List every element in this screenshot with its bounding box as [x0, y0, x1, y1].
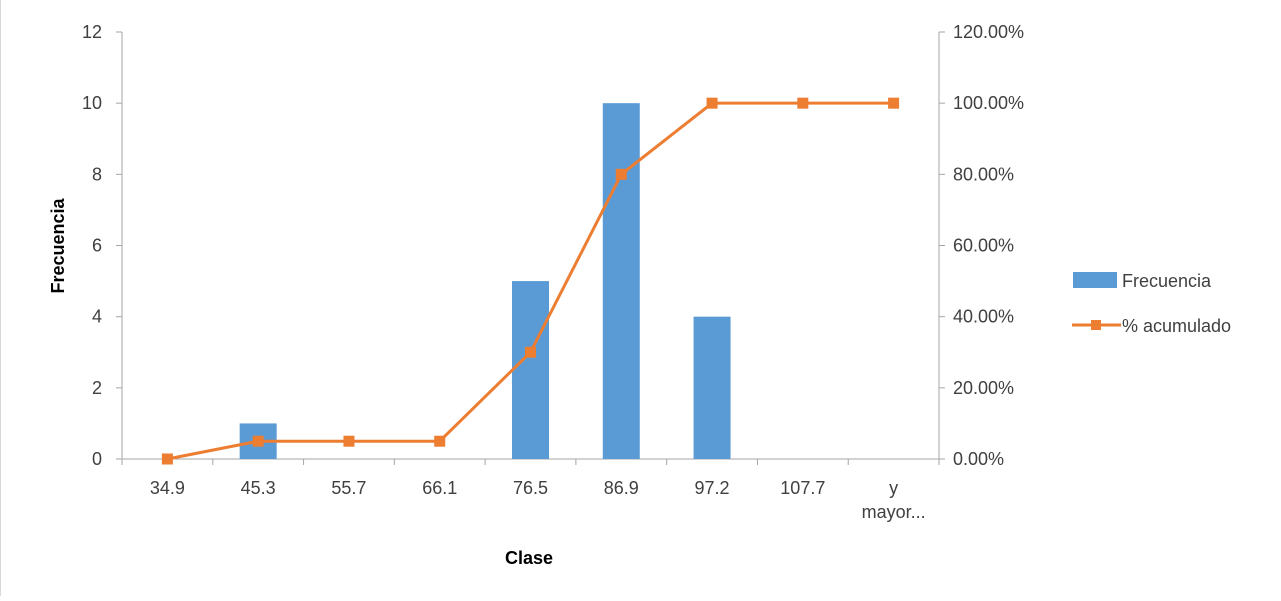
cumulative-point-marker [525, 346, 536, 358]
x-tick-label: 107.7 [780, 478, 825, 498]
frequency-bar [512, 281, 549, 459]
y-tick-label: 4 [92, 307, 102, 327]
y2-tick-label: 20.00% [953, 378, 1014, 398]
y-axis-title: Frecuencia [48, 197, 68, 293]
frequency-bars [239, 103, 731, 460]
y2-tick-label: 0.00% [953, 449, 1004, 469]
frequency-bar [693, 316, 731, 459]
x-tick-label: 76.5 [513, 478, 548, 498]
x-tick-label: 45.3 [241, 478, 276, 498]
x-tick-label: 55.7 [331, 478, 366, 498]
y2-tick-labels: 0.00% 20.00% 40.00% 60.00% 80.00% 100.00% 120.… [953, 22, 1024, 469]
x-tick-label: y mayor... [862, 478, 926, 522]
cumulative-point-marker [343, 435, 355, 447]
legend-label-acumulado: % acumulado [1122, 316, 1231, 336]
y2-tick-label: 120.00% [953, 22, 1024, 42]
cumulative-point-marker [161, 453, 173, 465]
frequency-bar [602, 103, 640, 460]
x-tick-label: 86.9 [604, 478, 639, 498]
cumulative-point-marker [706, 97, 718, 109]
y-tick-labels: 0 2 4 6 8 10 12 [82, 22, 102, 469]
cumulative-point-marker [615, 168, 627, 180]
legend-swatch-frecuencia [1073, 272, 1117, 288]
legend-swatch-acumulado-marker [1091, 320, 1101, 330]
y-tick-label: 2 [92, 378, 102, 398]
y-tick-label: 8 [92, 164, 102, 184]
y2-tick-label: 60.00% [953, 236, 1014, 256]
y-tick-label: 10 [82, 93, 102, 113]
x-tick-label: 34.9 [150, 478, 185, 498]
cumulative-point-marker [797, 97, 809, 109]
x-axis-title: Clase [505, 548, 553, 568]
y-tick-label: 6 [92, 236, 102, 256]
y2-tick-label: 40.00% [953, 307, 1014, 327]
cumulative-point-marker [252, 435, 264, 447]
x-tick-label: 97.2 [695, 478, 730, 498]
cumulative-point-marker [434, 435, 446, 447]
y2-tick-label: 100.00% [953, 93, 1024, 113]
x-tick-label: 66.1 [422, 478, 457, 498]
chart-legend: Frecuencia % acumulado [1072, 271, 1231, 336]
cumulative-point-marker [888, 97, 900, 109]
y-tick-label: 0 [92, 449, 102, 469]
legend-label-frecuencia: Frecuencia [1122, 271, 1212, 291]
cumulative-line [161, 97, 900, 465]
y-tick-label: 12 [82, 22, 102, 42]
y2-tick-label: 80.00% [953, 164, 1014, 184]
x-tick-labels: 34.9 45.3 55.7 66.1 76.5 86.9 97.2 107.7 y mayor.… [150, 478, 926, 522]
